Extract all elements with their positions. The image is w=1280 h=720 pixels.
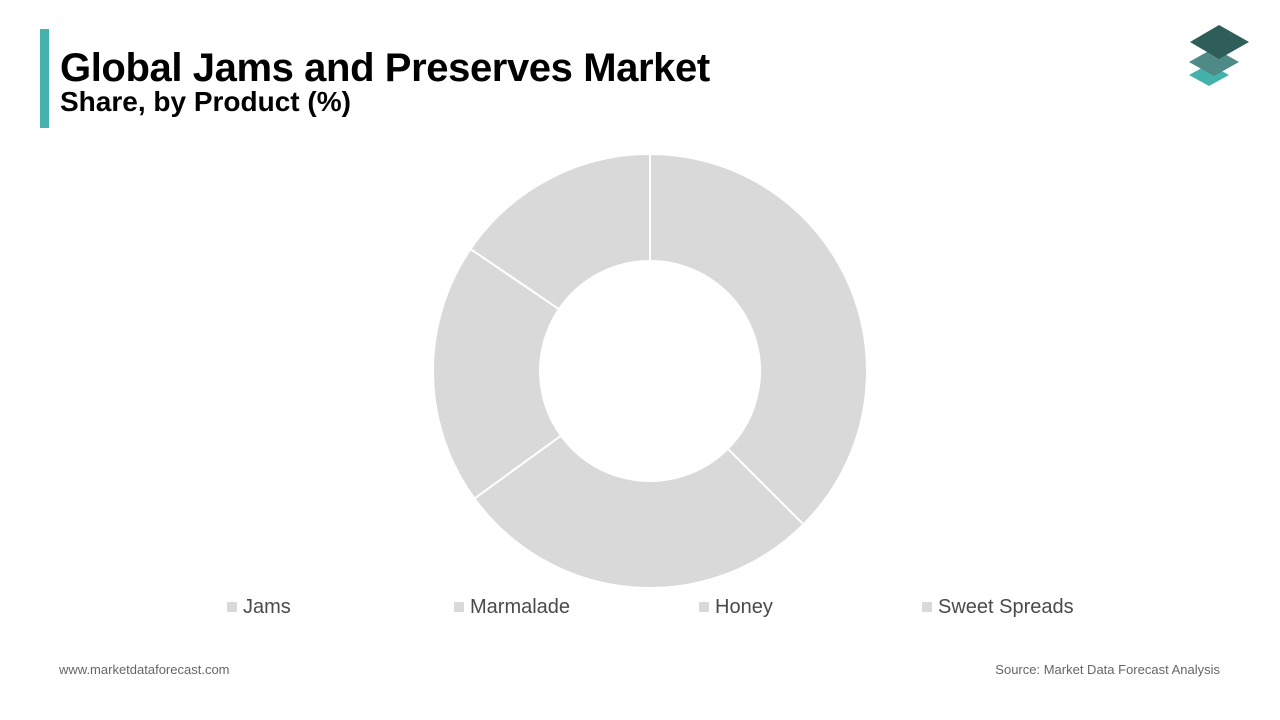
slice-sweet-spreads bbox=[469, 152, 651, 311]
legend-swatch bbox=[699, 602, 709, 612]
footer-website[interactable]: www.marketdataforecast.com bbox=[59, 662, 230, 677]
page-subtitle: Share, by Product (%) bbox=[60, 86, 351, 117]
legend-label: Sweet Spreads bbox=[938, 595, 1074, 618]
legend-item-sweet-spreads: Sweet Spreads bbox=[922, 594, 1074, 620]
legend-swatch bbox=[922, 602, 932, 612]
legend-label: Honey bbox=[715, 595, 773, 618]
legend-item-honey: Honey bbox=[699, 594, 773, 620]
logo-layer-middle bbox=[1189, 48, 1239, 76]
slice-jams bbox=[649, 152, 868, 526]
legend-swatch bbox=[454, 602, 464, 612]
legend-swatch bbox=[227, 602, 237, 612]
footer-source: Source: Market Data Forecast Analysis bbox=[995, 662, 1220, 677]
legend-item-marmalade: Marmalade bbox=[454, 594, 570, 620]
stacked-layers-icon bbox=[1189, 25, 1249, 86]
logo-layer-top bbox=[1190, 25, 1249, 59]
donut-slices bbox=[432, 152, 868, 589]
page-title: Global Jams and Preserves Market bbox=[60, 46, 710, 90]
chart-legend: Jams Marmalade Honey Sweet Spreads bbox=[0, 594, 1280, 620]
slice-honey bbox=[432, 247, 563, 500]
slice-marmalade bbox=[473, 434, 805, 589]
title-accent-bar bbox=[40, 29, 49, 128]
legend-label: Marmalade bbox=[470, 595, 571, 618]
legend-label: Jams bbox=[243, 595, 291, 618]
donut-chart bbox=[432, 152, 868, 589]
legend-item-jams: Jams bbox=[227, 594, 291, 620]
